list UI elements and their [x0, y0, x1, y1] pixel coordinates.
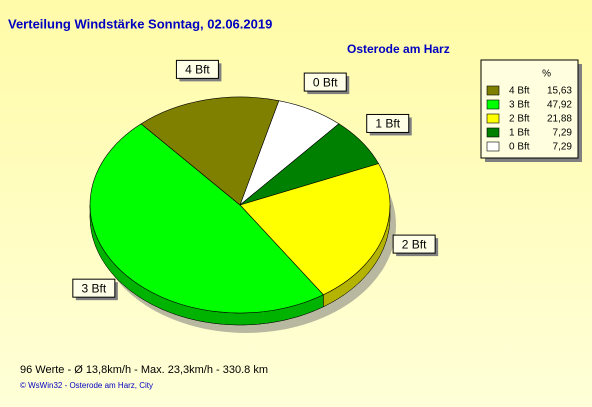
slice-label-box [175, 59, 219, 79]
slice-label-box [392, 234, 436, 254]
legend-label: 3 Bft [509, 100, 530, 111]
legend-value: 47,92 [547, 100, 572, 111]
legend-swatch [486, 141, 500, 152]
legend-swatch [486, 127, 500, 138]
slice-label: 0 Bft [313, 75, 338, 89]
credit: © WsWin32 - Osterode am Harz, City [20, 381, 153, 390]
legend-value: 7,29 [553, 142, 573, 153]
slice-label: 1 Bft [375, 117, 400, 131]
legend-label: 4 Bft [509, 86, 530, 97]
slice-label-box [303, 72, 347, 92]
chart-subtitle: Osterode am Harz [347, 42, 450, 56]
legend-value: 21,88 [547, 114, 572, 125]
pie-slice [239, 163, 391, 296]
slice-label: 4 Bft [185, 63, 210, 77]
legend-swatch [486, 99, 500, 110]
slice-label-box [72, 278, 116, 298]
legend-value: 7,29 [553, 128, 573, 139]
legend-swatch [486, 85, 500, 96]
chart-title: Verteilung Windstärke Sonntag, 02.06.201… [8, 16, 272, 31]
pie-slice [89, 123, 324, 314]
legend-label: 2 Bft [509, 114, 530, 125]
footer: 96 Werte - Ø 13,8km/h - Max. 23,3km/h - … [20, 364, 268, 376]
legend-label: 1 Bft [509, 128, 530, 139]
legend-title: % [542, 69, 551, 80]
pie: 0 Bft 1 Bft 2 Bft 3 Bft 4 Bft [72, 59, 439, 333]
slice-label-box [366, 113, 410, 133]
slice-label: 2 Bft [402, 237, 427, 251]
slice-label: 3 Bft [81, 281, 106, 295]
legend-swatch [486, 113, 500, 124]
legend-label: 0 Bft [509, 142, 530, 153]
legend: 4 Bft 15,63 3 Bft 47,92 2 Bft 21,88 1 Bft 7,29 0… [486, 85, 573, 153]
pie-slice [140, 96, 280, 206]
legend-value: 15,63 [547, 86, 572, 97]
